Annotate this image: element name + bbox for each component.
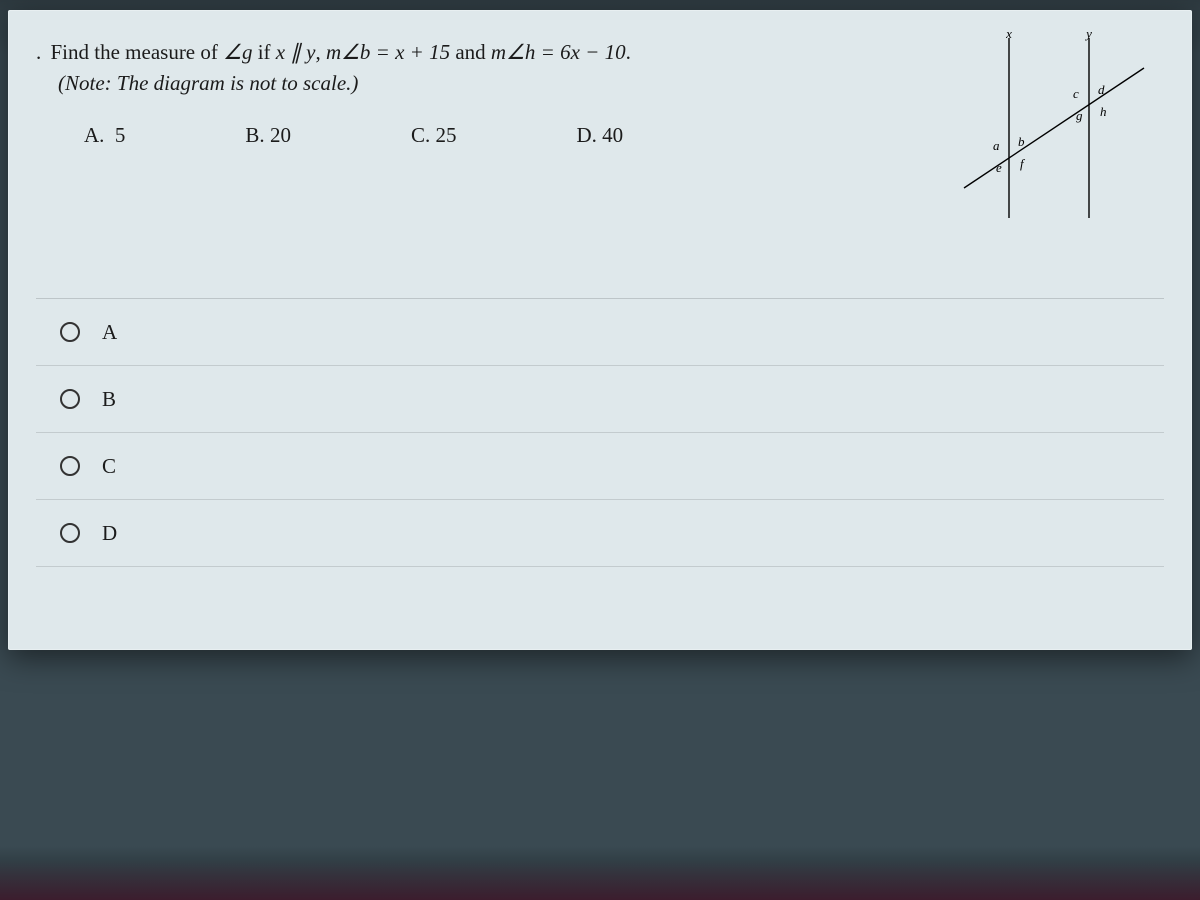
inline-choice-b-letter: B. [245,123,264,147]
diagram-label-x: x [1005,28,1012,41]
inline-choice-c-value: 25 [435,123,456,147]
q-part-4: , [315,40,326,64]
answer-option-c[interactable]: C [36,433,1164,500]
angle-label-b: b [1018,134,1025,149]
answer-option-a[interactable]: A [36,299,1164,366]
angle-label-d: d [1098,82,1105,97]
inline-choice-b-value: 20 [270,123,291,147]
inline-choice-c-letter: C. [411,123,430,147]
q-part-7: m∠h = 6x − 10 [491,40,626,64]
radio-icon [60,322,80,342]
radio-icon [60,456,80,476]
question-area: . Find the measure of ∠g if x ∥ y, m∠b =… [36,38,1164,228]
question-text-block: . Find the measure of ∠g if x ∥ y, m∠b =… [36,38,930,150]
inline-choices-row: A. 5 B. 20 C. 25 D. 40 [84,121,930,150]
answer-option-d[interactable]: D [36,500,1164,567]
lead-dot: . [36,40,41,64]
answer-option-b[interactable]: B [36,366,1164,433]
answer-options-block: A B C D [36,298,1164,567]
diagram-label-y: y [1084,28,1092,41]
question-panel: . Find the measure of ∠g if x ∥ y, m∠b =… [8,10,1192,650]
angle-label-g: g [1076,108,1083,123]
inline-choice-d-letter: D. [576,123,596,147]
inline-choice-d-value: 40 [602,123,623,147]
monitor-glow-decoration [0,860,1200,900]
q-part-1: ∠g [223,40,252,64]
inline-choice-d: D. 40 [576,121,623,150]
q-part-0: Find the measure of [51,40,224,64]
question-note: (Note: The diagram is not to scale.) [58,69,930,98]
q-part-8: . [626,40,631,64]
diagram-line-transversal [964,68,1144,188]
angle-label-f: f [1020,156,1026,171]
radio-icon [60,523,80,543]
answer-option-b-label: B [102,387,116,412]
q-part-6: and [450,40,491,64]
answer-option-a-label: A [102,320,117,345]
answer-option-c-label: C [102,454,116,479]
parallel-lines-diagram: x y a b e f c dg h [954,28,1154,228]
answer-option-d-label: D [102,521,117,546]
q-part-2: if [252,40,275,64]
q-part-5: m∠b = x + 15 [326,40,450,64]
angle-label-h: h [1100,104,1107,119]
screen-bezel: . Find the measure of ∠g if x ∥ y, m∠b =… [0,0,1200,900]
inline-choice-c: C. 25 [411,121,457,150]
inline-choice-a-letter: A. [84,123,104,147]
inline-choice-a-value: 5 [115,123,126,147]
q-part-3: x ∥ y [276,40,316,64]
radio-icon [60,389,80,409]
inline-choice-a: A. 5 [84,121,125,150]
angle-label-a: a [993,138,1000,153]
angle-label-e: e [996,160,1002,175]
inline-choice-b: B. 20 [245,121,291,150]
angle-label-c: c [1073,86,1079,101]
